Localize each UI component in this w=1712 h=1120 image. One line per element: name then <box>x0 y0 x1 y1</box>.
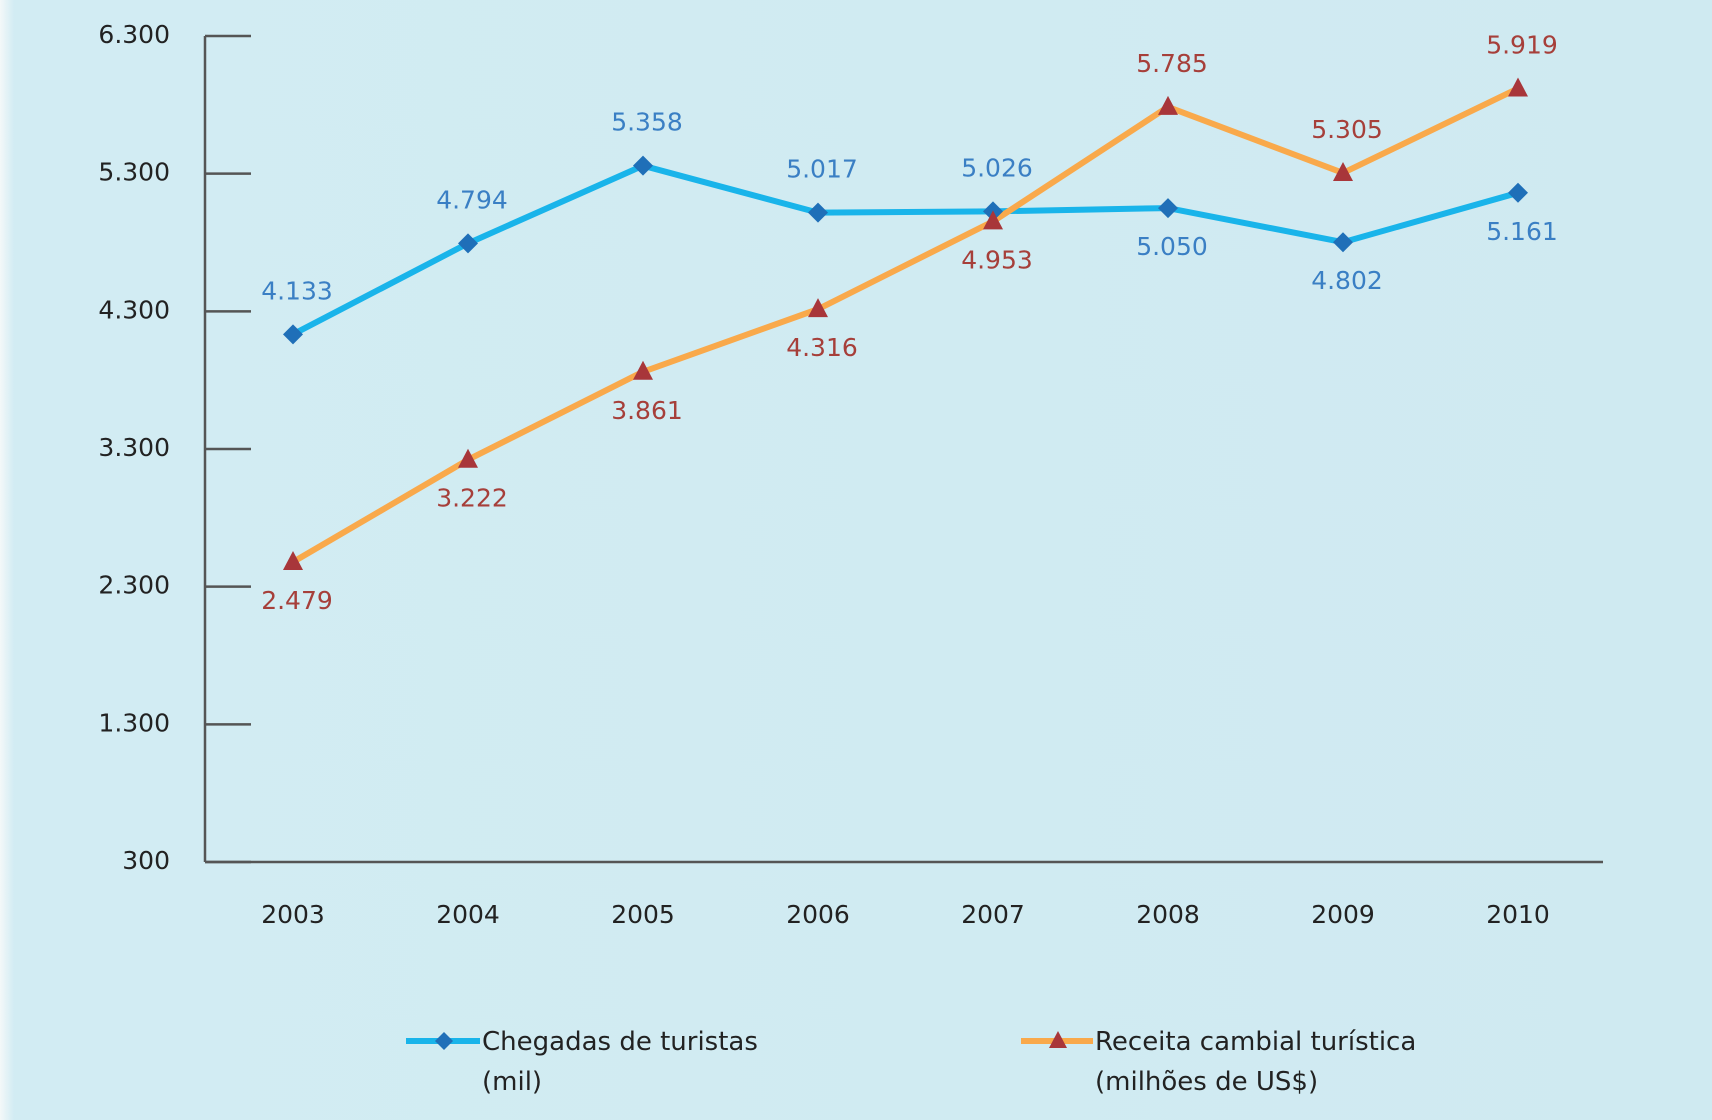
data-label: 4.802 <box>1311 266 1383 295</box>
legend-label: Chegadas de turistas (mil) <box>482 1027 758 1097</box>
x-tick-label: 2003 <box>261 900 325 929</box>
marker <box>458 233 478 254</box>
y-tick-label: 4.300 <box>98 295 170 324</box>
x-tick-label: 2004 <box>436 900 500 929</box>
marker <box>808 298 828 318</box>
legend-marker <box>435 1032 453 1050</box>
marker <box>808 202 828 223</box>
data-label: 5.358 <box>611 108 683 137</box>
data-label: 5.305 <box>1311 115 1383 144</box>
data-label: 4.953 <box>961 245 1033 274</box>
series-line <box>291 162 1519 337</box>
marker <box>458 448 478 468</box>
marker <box>633 360 653 380</box>
y-tick-label: 1.300 <box>98 708 170 737</box>
marker <box>1333 232 1353 253</box>
data-label: 5.017 <box>786 155 858 184</box>
x-tick-label: 2008 <box>1136 900 1200 929</box>
legend-marker <box>1049 1031 1067 1048</box>
data-label: 4.794 <box>436 185 508 214</box>
x-tick-label: 2009 <box>1311 900 1375 929</box>
marker <box>1158 95 1178 115</box>
x-tick-label: 2010 <box>1486 900 1550 929</box>
data-label: 5.161 <box>1486 217 1558 246</box>
data-label: 4.133 <box>261 276 333 305</box>
series-line <box>291 85 1520 565</box>
marker <box>283 551 303 571</box>
x-tick-label: 2005 <box>611 900 675 929</box>
marker <box>1508 77 1528 97</box>
marker <box>283 324 303 345</box>
data-label: 5.785 <box>1136 49 1208 78</box>
x-tick-label: 2006 <box>786 900 850 929</box>
y-tick-label: 2.300 <box>98 571 170 600</box>
x-tick-label: 2007 <box>961 900 1025 929</box>
data-label: 2.479 <box>261 586 333 615</box>
marker <box>1333 161 1353 181</box>
legend-label: Receita cambial turística (milhões de US… <box>1095 1027 1417 1097</box>
marker <box>983 210 1003 230</box>
marker <box>633 155 653 176</box>
y-tick-label: 6.300 <box>98 20 170 49</box>
y-tick-label: 3.300 <box>98 433 170 462</box>
data-label: 4.316 <box>786 333 858 362</box>
data-label: 3.222 <box>436 484 508 513</box>
data-label: 5.050 <box>1136 232 1208 261</box>
data-label: 3.861 <box>611 396 683 425</box>
y-tick-label: 5.300 <box>98 158 170 187</box>
y-tick-label: 300 <box>122 846 170 875</box>
marker <box>1508 182 1528 203</box>
data-label: 5.919 <box>1486 30 1558 59</box>
marker <box>1158 198 1178 219</box>
data-label: 5.026 <box>961 153 1033 182</box>
